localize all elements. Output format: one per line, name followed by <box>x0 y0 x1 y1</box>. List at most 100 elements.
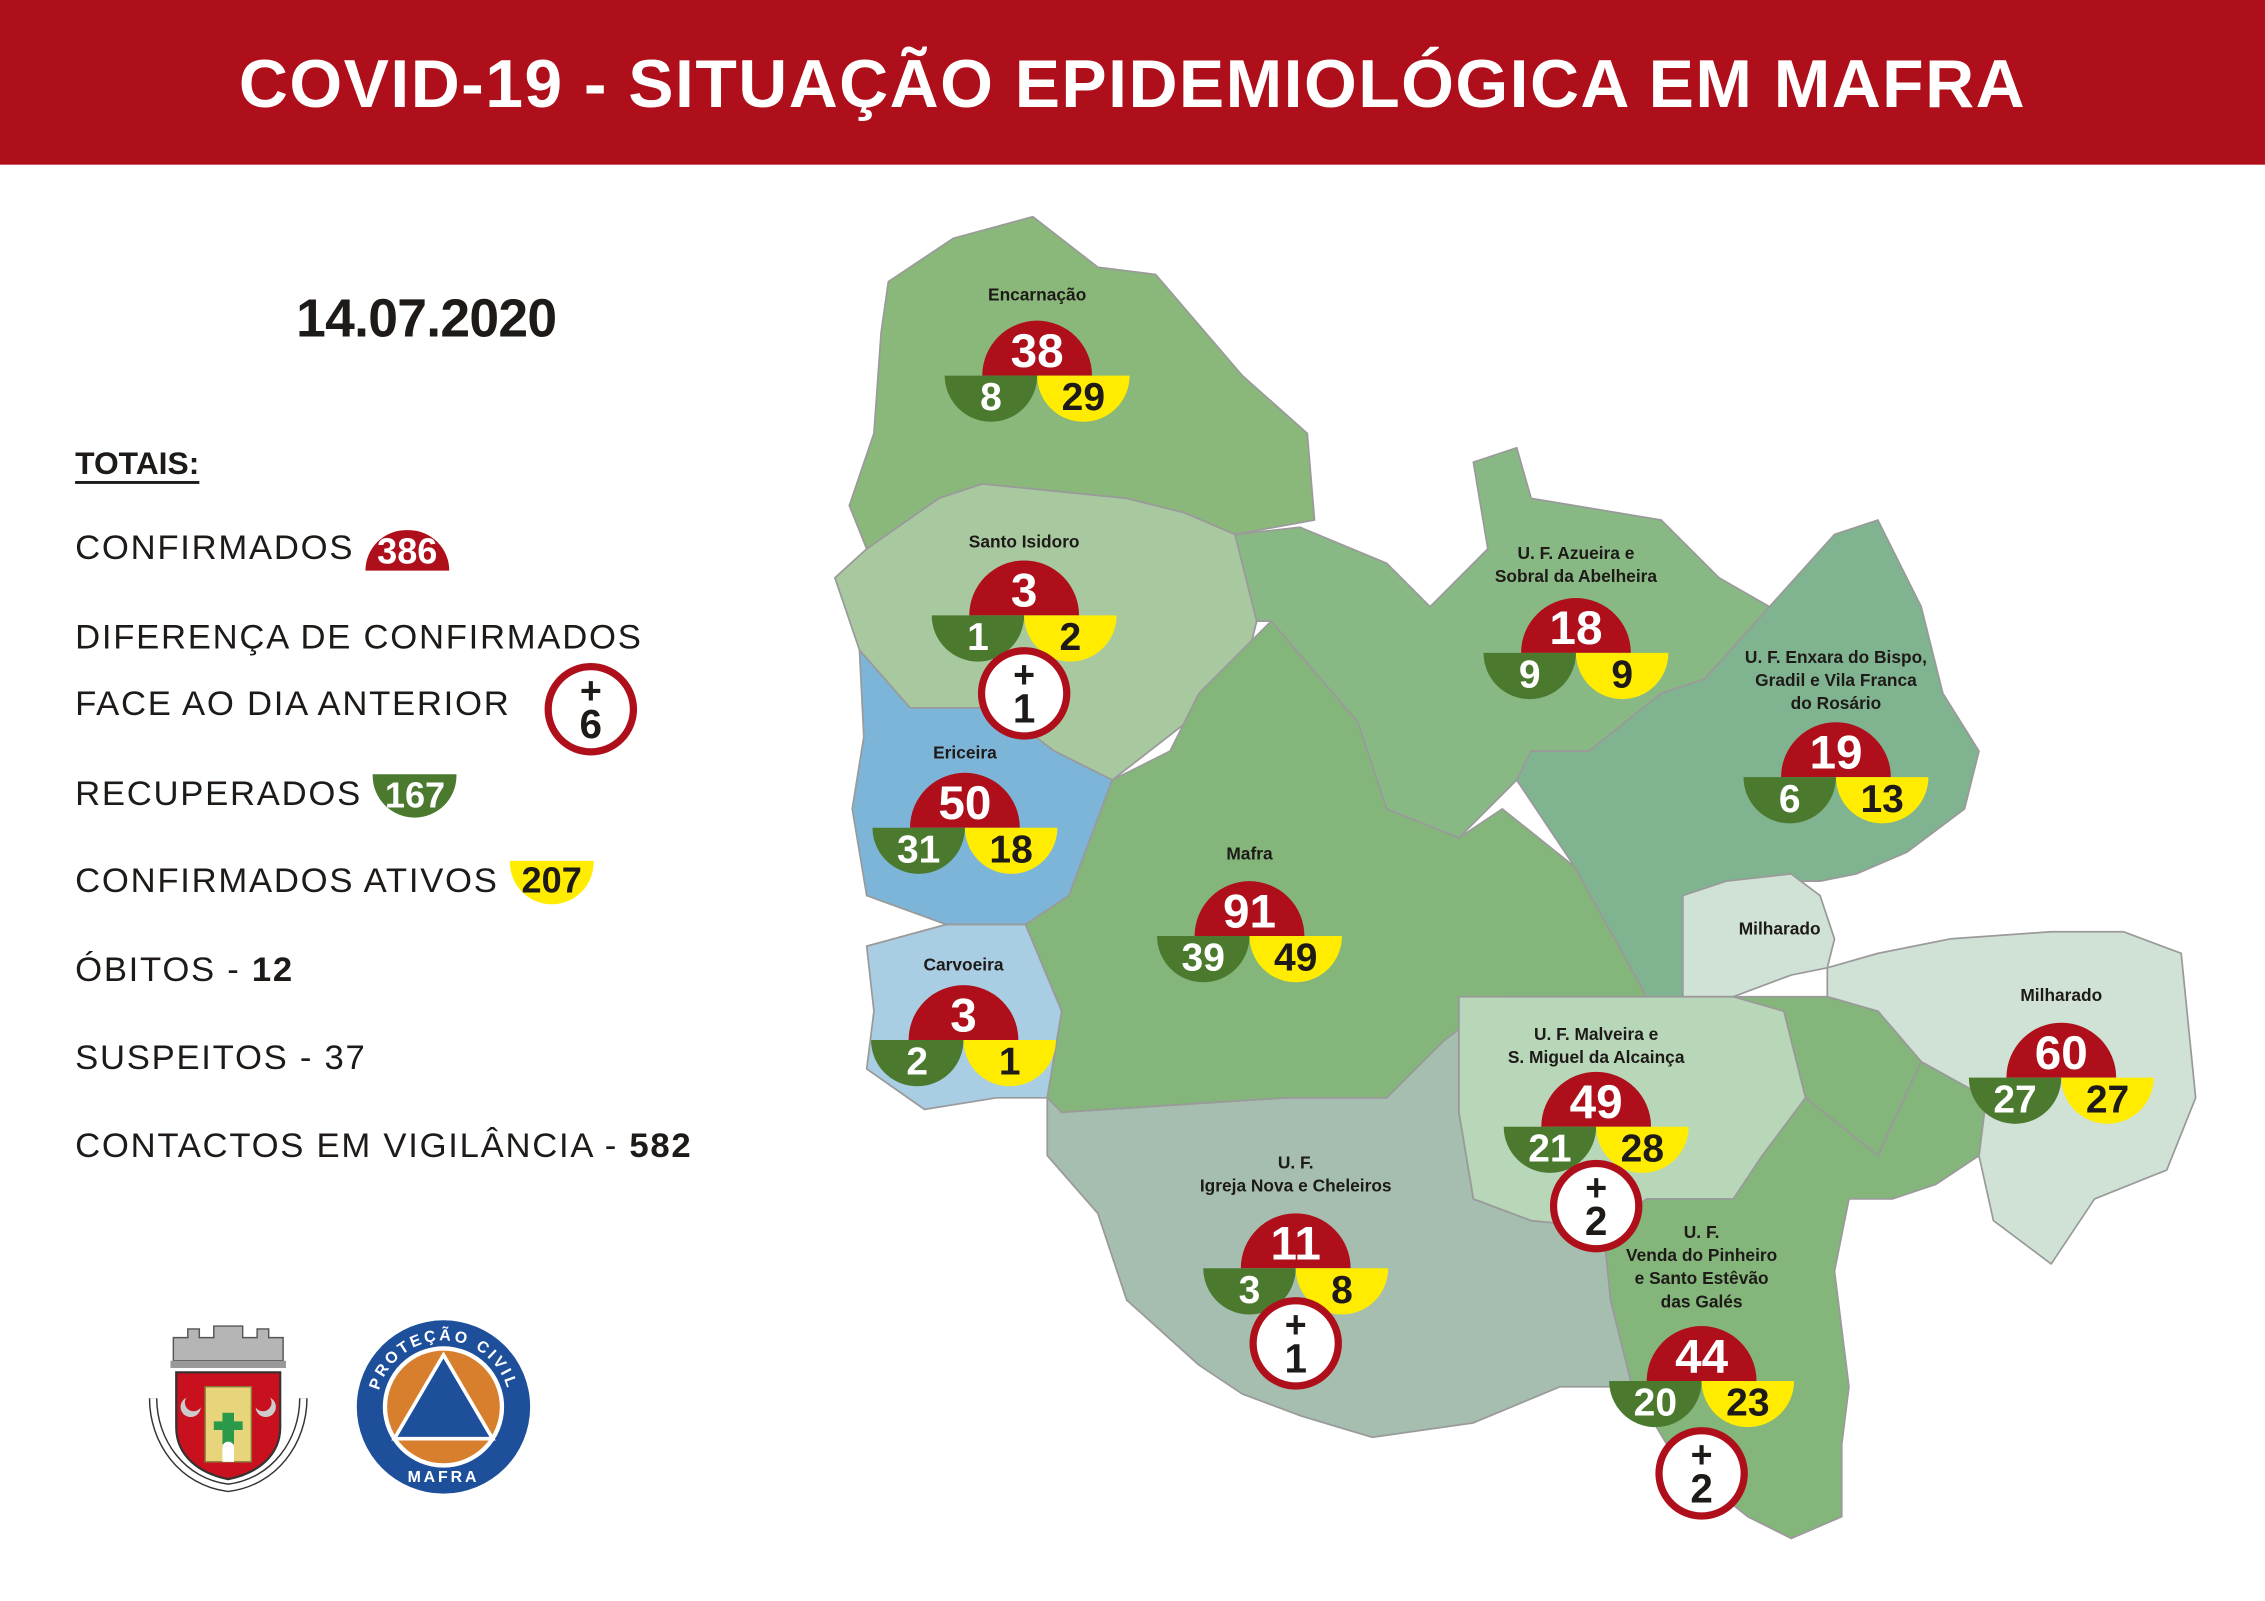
diff-value: 2 <box>1584 1198 1608 1244</box>
confirmed-count: 3 <box>908 985 1019 1041</box>
active-count: 13 <box>1835 777 1929 824</box>
confirmed-count: 18 <box>1521 598 1631 654</box>
diff-value: 1 <box>1012 686 1036 731</box>
municipio-de-mafra-crest <box>148 1325 308 1493</box>
region-label: U. F. Venda do Pinheiro e Santo Estêvão das… <box>1626 1221 1777 1313</box>
recovered-count: 27 <box>1968 1077 2062 1124</box>
confirmed-count: 49 <box>1541 1071 1652 1128</box>
diff-badge: +2 <box>1549 1159 1643 1253</box>
diff-value: 6 <box>579 702 603 747</box>
totals-diff-label-1: DIFERENÇA DE CONFIRMADOS <box>75 618 643 658</box>
totals-heading: TOTAIS: <box>75 446 200 484</box>
totals-confirmed: CONFIRMADOS 386 <box>75 528 449 572</box>
region-label-line: Venda do Pinheiro <box>1626 1245 1778 1266</box>
region-label-line: U. F. Enxara do Bispo, <box>1744 647 1927 668</box>
confirmed-count: 91 <box>1194 881 1305 937</box>
confirmed-count: 50 <box>910 772 1020 829</box>
diff-badge: +1 <box>1249 1297 1342 1390</box>
region-label: Ericeira <box>933 741 997 764</box>
page-title: COVID-19 - SITUAÇÃO EPIDEMIOLÓGICA EM MA… <box>238 44 2027 122</box>
region-shape-azueira[interactable] <box>1234 446 1771 839</box>
header-banner: COVID-19 - SITUAÇÃO EPIDEMIOLÓGICA EM MA… <box>0 0 2265 165</box>
totals-active: CONFIRMADOS ATIVOS 207 <box>75 860 594 905</box>
region-badge: 19 6 13 <box>1743 722 1929 824</box>
region-label-line: Ericeira <box>933 742 997 763</box>
deaths-label: ÓBITOS - <box>75 950 252 990</box>
totals-deaths: ÓBITOS - 12 <box>75 950 294 990</box>
plus-icon: + <box>579 668 602 713</box>
recovered-count: 6 <box>1743 777 1836 824</box>
active-count: 1 <box>963 1040 1056 1087</box>
region-badge: 18 9 9 <box>1483 598 1669 700</box>
deaths-value: 12 <box>251 950 294 990</box>
region-label: U. F. Enxara do Bispo, Gradil e Vila Fran… <box>1745 646 1927 715</box>
region-badge: 38 8 29 <box>944 320 1130 422</box>
region-badge: 50 31 18 <box>872 772 1058 874</box>
region-badge: 60 27 27 <box>1968 1022 2154 1124</box>
region-label-line: Gradil e Vila Franca <box>1755 670 1917 691</box>
region-label-line: Igreja Nova e Cheleiros <box>1199 1175 1392 1197</box>
plus-icon: + <box>1690 1432 1713 1477</box>
plus-icon: + <box>1013 652 1036 697</box>
region-label-line: Mafra <box>1226 843 1273 864</box>
report-date: 14.07.2020 <box>296 288 557 349</box>
recovered-count: 31 <box>872 827 965 874</box>
contacts-value: 582 <box>629 1126 693 1166</box>
totals-diff-label-2: FACE AO DIA ANTERIOR <box>75 684 511 724</box>
region-label-line: Milharado <box>2020 985 2103 1006</box>
confirmed-count: 19 <box>1781 722 1891 779</box>
region-label-milharado-small: Milharado <box>1738 918 1821 939</box>
recovered-count: 8 <box>944 375 1038 422</box>
region-label-line: Encarnação <box>988 284 1087 305</box>
plus-icon: + <box>1284 1302 1307 1347</box>
region-label: Santo Isidoro <box>969 530 1080 553</box>
region-label-line: e Santo Estêvão <box>1634 1268 1769 1289</box>
region-label-line: do Rosário <box>1790 693 1882 714</box>
recovered-count: 39 <box>1157 936 1250 983</box>
diff-badge: +1 <box>977 647 1071 740</box>
active-count: 18 <box>964 827 1058 874</box>
confirmed-count: 3 <box>969 560 1080 617</box>
region-label: Carvoeira <box>923 953 1003 976</box>
region-label: Encarnação <box>988 283 1086 306</box>
active-count: 23 <box>1701 1380 1795 1428</box>
recovered-count: 9 <box>1483 652 1576 700</box>
active-label: CONFIRMADOS ATIVOS <box>75 861 499 901</box>
protecao-civil-mafra-text: MAFRA <box>408 1469 480 1486</box>
diff-value: 1 <box>1284 1336 1307 1381</box>
totals-recovered: RECUPERADOS 167 <box>75 774 457 818</box>
diff-value: 2 <box>1690 1466 1713 1511</box>
confirmed-count: 60 <box>2006 1022 2117 1079</box>
region-label-line: U. F. <box>1683 1222 1720 1243</box>
active-count: 29 <box>1037 375 1130 422</box>
region-label: U. F. Malveira e S. Miguel da Alcainça <box>1508 1023 1685 1069</box>
active-count: 49 <box>1249 936 1342 983</box>
recovered-count: 2 <box>871 1040 964 1087</box>
region-label-line: Carvoeira <box>923 954 1004 976</box>
region-label: Milharado <box>2020 984 2102 1007</box>
recovered-label: RECUPERADOS <box>75 774 362 814</box>
confirmed-label: CONFIRMADOS <box>75 528 355 568</box>
region-badge: 44 20 23 <box>1609 1326 1795 1428</box>
recovered-count: 21 <box>1503 1126 1597 1173</box>
recovered-count: 20 <box>1609 1380 1702 1428</box>
region-label: U. F. Azueira e Sobral da Abelheira <box>1495 542 1657 588</box>
region-label-line: U. F. <box>1277 1152 1314 1173</box>
confirmed-count: 11 <box>1240 1213 1351 1270</box>
region-label: Mafra <box>1226 842 1272 865</box>
region-label-line: Santo Isidoro <box>968 531 1080 552</box>
region-label-line: S. Miguel da Alcainça <box>1507 1047 1685 1068</box>
region-label: U. F. Igreja Nova e Cheleiros <box>1200 1151 1392 1197</box>
totals-diff-badge: + 6 <box>544 663 638 756</box>
diff-badge: +2 <box>1655 1427 1748 1520</box>
totals-contacts: CONTACTOS EM VIGILÂNCIA - 582 <box>75 1127 692 1167</box>
protecao-civil-logo: PROTEÇÃO CIVIL MAFRA <box>356 1320 531 1494</box>
region-badge: 49 21 28 <box>1503 1071 1689 1173</box>
active-count: 9 <box>1575 652 1669 700</box>
region-label-line: das Galés <box>1660 1291 1743 1312</box>
region-label-line: Sobral da Abelheira <box>1494 566 1658 587</box>
region-badge: 91 39 49 <box>1157 881 1342 983</box>
